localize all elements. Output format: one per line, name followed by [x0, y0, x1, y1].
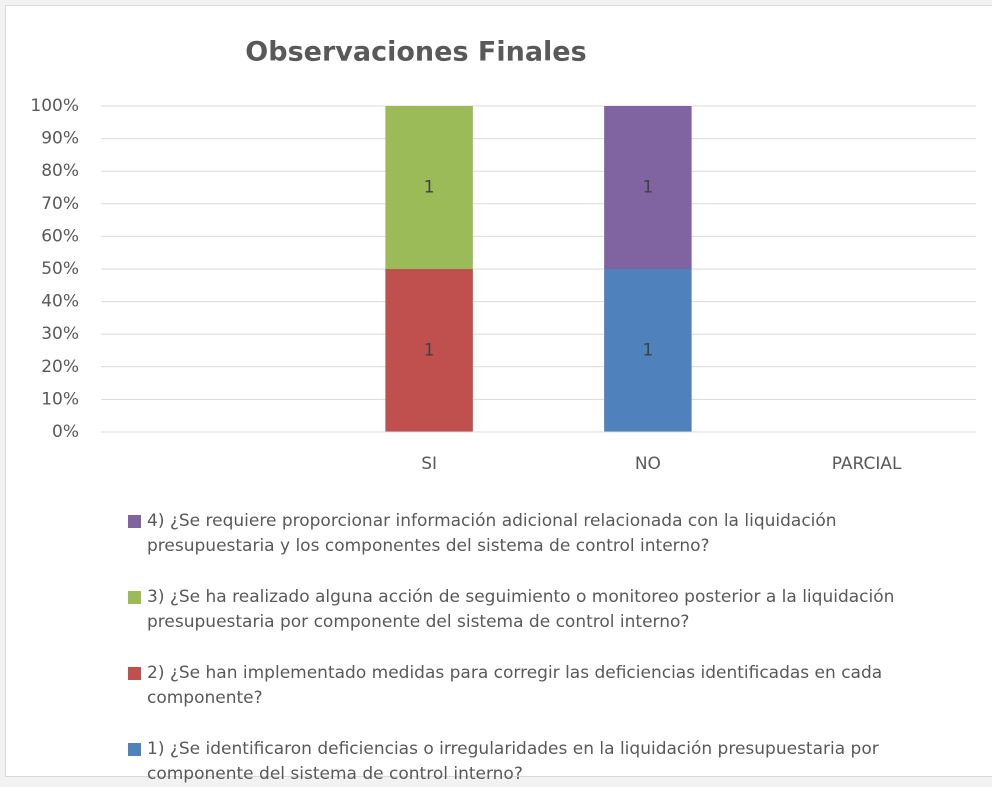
bar-segment — [604, 106, 692, 269]
y-tick-label: 0% — [52, 422, 79, 442]
legend-item: 4) ¿Se requiere proporcionar información… — [128, 509, 952, 559]
legend-label: 3) ¿Se ha realizado alguna acción de seg… — [147, 587, 895, 632]
chart-title: Observaciones Finales — [245, 37, 586, 68]
legend-swatch — [128, 667, 141, 680]
data-label: 1 — [642, 341, 653, 361]
page: Observaciones Finales 0% 10% 20% 30% 40% 50% 6… — [5, 5, 992, 784]
y-tick-label: 70% — [41, 194, 79, 214]
y-tick-label: 60% — [41, 226, 79, 246]
y-tick-label: 20% — [41, 357, 79, 377]
x-tick-label: SI — [421, 454, 437, 474]
data-label: 1 — [642, 178, 653, 198]
y-tick-label: 90% — [41, 129, 79, 149]
y-tick-label: 40% — [41, 292, 79, 312]
chart-card: Observaciones Finales 0% 10% 20% 30% 40% 50% 6… — [5, 5, 992, 784]
y-tick-label: 10% — [41, 389, 79, 409]
x-tick-label: NO — [635, 454, 661, 474]
data-label: 1 — [424, 178, 435, 198]
legend-swatch — [128, 743, 141, 756]
legend-item: 1) ¿Se identificaron deficiencias o irre… — [128, 737, 952, 787]
bar-segment — [385, 106, 473, 269]
legend-item: 2) ¿Se han implementado medidas para cor… — [128, 661, 952, 711]
x-tick-label: PARCIAL — [832, 454, 902, 474]
legend-label: 4) ¿Se requiere proporcionar información… — [147, 511, 837, 556]
y-tick-label: 100% — [30, 96, 79, 116]
legend-label: 1) ¿Se identificaron deficiencias o irre… — [147, 739, 879, 784]
legend-label: 2) ¿Se han implementado medidas para cor… — [147, 663, 883, 708]
bar-segment — [385, 269, 473, 432]
legend-swatch — [128, 515, 141, 528]
y-tick-label: 30% — [41, 324, 79, 344]
legend-item: 3) ¿Se ha realizado alguna acción de seg… — [128, 585, 952, 635]
bar-segment — [604, 269, 692, 432]
y-tick-label: 50% — [41, 259, 79, 279]
legend-swatch — [128, 591, 141, 604]
y-tick-label: 80% — [41, 161, 79, 181]
data-label: 1 — [424, 341, 435, 361]
chart: Observaciones Finales 0% 10% 20% 30% 40% 50% 6… — [30, 37, 976, 474]
